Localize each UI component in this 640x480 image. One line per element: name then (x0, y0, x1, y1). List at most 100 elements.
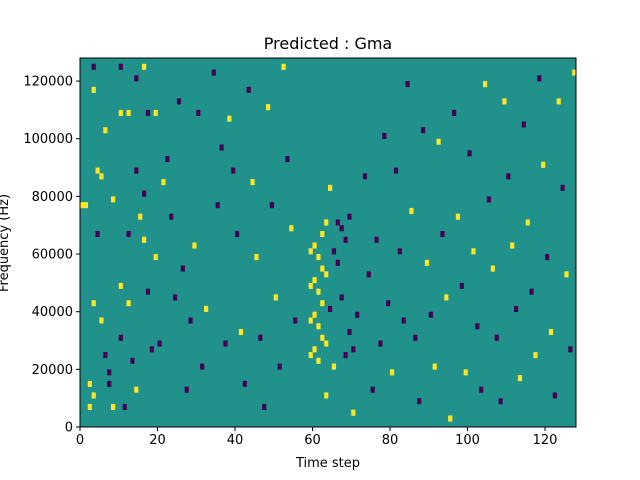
y-tick-label: 80000 (32, 190, 73, 205)
heatmap-cell (289, 225, 294, 232)
heatmap-cell (134, 75, 139, 82)
y-axis-label: Frequency (Hz) (0, 194, 12, 292)
heatmap-cell (184, 386, 189, 393)
heatmap-cell (548, 328, 554, 336)
heatmap-cell (215, 202, 220, 209)
heatmap-cell (316, 254, 321, 261)
heatmap-cell (269, 202, 275, 209)
heatmap-cell (397, 248, 402, 255)
y-axis-ticks: 0 20000 40000 60000 80000 100000 120000 (23, 75, 80, 436)
heatmap-cell (320, 265, 325, 272)
heatmap-background (80, 58, 576, 427)
heatmap-cell (231, 167, 236, 174)
heatmap-cell (335, 259, 340, 266)
heatmap-cell (130, 357, 135, 364)
heatmap-cell (308, 317, 313, 324)
heatmap-cell (448, 415, 453, 422)
heatmap-cell (246, 86, 251, 93)
heatmap-cell (188, 317, 193, 324)
heatmap-cell (347, 328, 352, 336)
heatmap-cell (339, 294, 344, 301)
heatmap-cell (227, 115, 232, 122)
heatmap-cell (483, 81, 488, 88)
heatmap-cell (428, 311, 433, 318)
y-tick-label: 120000 (23, 75, 73, 90)
heatmap-cell (393, 167, 399, 174)
heatmap-cell (142, 236, 147, 243)
heatmap-cell (312, 346, 317, 353)
heatmap-cell (560, 184, 565, 191)
heatmap-cell (312, 277, 317, 284)
heatmap-cell (118, 282, 123, 289)
heatmap-cell (111, 403, 116, 411)
heatmap-cell (331, 248, 337, 255)
x-tick-label: 120 (533, 433, 558, 448)
heatmap-cell (378, 340, 383, 347)
y-tick-label: 60000 (32, 248, 73, 263)
heatmap-cell (250, 179, 255, 186)
heatmap-cell (126, 300, 131, 307)
heatmap-cell (91, 86, 96, 93)
heatmap-cell (145, 288, 151, 295)
heatmap-cell (370, 386, 375, 393)
heatmap-cell (525, 219, 530, 226)
heatmap-cell (486, 196, 492, 203)
heatmap-cell (390, 369, 395, 376)
heatmap-cell (153, 109, 158, 116)
heatmap-cell (455, 213, 461, 220)
x-axis-ticks: 0 20 40 60 80 100 120 (76, 427, 558, 448)
heatmap-cell (211, 69, 216, 76)
y-tick-label: 100000 (23, 132, 73, 147)
heatmap-cell (80, 202, 85, 209)
heatmap-cell (320, 334, 325, 341)
heatmap-cell (386, 300, 391, 307)
heatmap-cell (157, 340, 162, 347)
heatmap-cell (111, 196, 116, 203)
heatmap-cell (176, 98, 182, 105)
heatmap-cell (463, 369, 468, 376)
heatmap-cell (324, 392, 329, 399)
heatmap-cell (374, 236, 379, 243)
heatmap-cell (545, 254, 550, 261)
heatmap-cell (324, 271, 329, 278)
heatmap-cell (103, 352, 108, 359)
heatmap-cell (331, 363, 337, 370)
heatmap-cell (490, 265, 495, 272)
heatmap-cell (502, 98, 507, 105)
heatmap-cell (552, 392, 557, 399)
heatmap-cell (138, 213, 143, 220)
heatmap-cell (118, 334, 123, 341)
heatmap-cell (153, 254, 158, 261)
heatmap-cell (91, 300, 96, 307)
heatmap-cell (494, 334, 499, 341)
heatmap-cell (452, 109, 457, 116)
x-tick-label: 0 (76, 433, 84, 448)
x-tick-label: 100 (455, 433, 480, 448)
heatmap-cell (320, 230, 325, 238)
heatmap-cell (142, 63, 147, 70)
heatmap-cell (362, 173, 368, 180)
heatmap-cell (118, 109, 123, 116)
heatmap-cell (421, 127, 426, 134)
x-tick-label: 20 (149, 433, 166, 448)
heatmap-cell (424, 259, 430, 266)
y-tick-label: 0 (65, 421, 73, 436)
heatmap-cell (107, 369, 112, 376)
heatmap-cell (564, 271, 569, 278)
heatmap-cell (556, 98, 561, 105)
heatmap-cell (409, 207, 414, 214)
y-tick-label: 40000 (32, 305, 73, 320)
heatmap-cell (537, 75, 542, 82)
heatmap-cell (273, 294, 278, 301)
heatmap-cell (103, 127, 108, 134)
heatmap-cell (145, 109, 151, 116)
y-tick-label: 20000 (32, 363, 73, 378)
heatmap-cell (328, 184, 333, 191)
heatmap-cell (161, 179, 166, 186)
heatmap-cell (126, 109, 131, 116)
heatmap-cell (134, 386, 139, 393)
heatmap-cell (91, 63, 96, 70)
heatmap-cell (459, 282, 464, 289)
heatmap-cell (517, 375, 523, 382)
heatmap-cell (343, 352, 348, 359)
